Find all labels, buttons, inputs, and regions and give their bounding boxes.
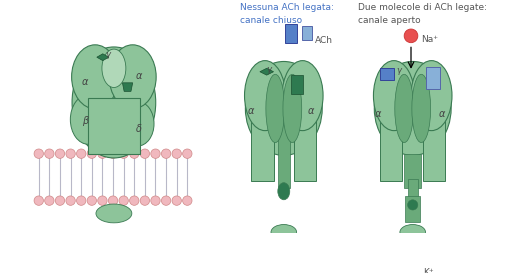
Circle shape xyxy=(98,196,107,205)
Bar xyxy=(427,67,440,89)
Ellipse shape xyxy=(373,61,414,130)
Ellipse shape xyxy=(245,61,286,130)
Ellipse shape xyxy=(122,102,154,146)
Bar xyxy=(278,107,290,188)
Text: α: α xyxy=(82,77,88,87)
Circle shape xyxy=(129,149,139,158)
Circle shape xyxy=(87,149,96,158)
Text: β: β xyxy=(82,116,88,126)
Ellipse shape xyxy=(408,200,418,210)
Circle shape xyxy=(406,266,420,273)
Bar xyxy=(408,179,418,205)
Ellipse shape xyxy=(72,47,156,158)
Ellipse shape xyxy=(282,61,323,130)
Circle shape xyxy=(98,149,107,158)
Ellipse shape xyxy=(278,183,290,200)
Circle shape xyxy=(404,29,418,43)
Text: Na⁺: Na⁺ xyxy=(421,35,438,44)
Circle shape xyxy=(76,149,86,158)
Circle shape xyxy=(161,149,171,158)
Ellipse shape xyxy=(411,61,452,130)
Circle shape xyxy=(45,149,54,158)
Polygon shape xyxy=(260,68,274,75)
Circle shape xyxy=(172,196,181,205)
Bar xyxy=(404,154,421,188)
Circle shape xyxy=(151,149,160,158)
Text: α: α xyxy=(438,109,444,119)
Bar xyxy=(423,108,445,181)
Circle shape xyxy=(129,196,139,205)
Text: δ: δ xyxy=(136,124,142,134)
Ellipse shape xyxy=(375,61,451,155)
Circle shape xyxy=(119,149,128,158)
Bar xyxy=(88,98,139,154)
Ellipse shape xyxy=(271,224,297,240)
Text: α: α xyxy=(375,109,381,119)
Polygon shape xyxy=(97,54,109,61)
Ellipse shape xyxy=(102,49,126,88)
Ellipse shape xyxy=(266,74,285,143)
Bar xyxy=(294,108,316,181)
Circle shape xyxy=(66,149,75,158)
Circle shape xyxy=(87,196,96,205)
Circle shape xyxy=(161,196,171,205)
Bar xyxy=(380,68,394,80)
Bar xyxy=(405,196,420,222)
Ellipse shape xyxy=(283,74,302,143)
Text: Due molecole di ACh legate:
canale aperto: Due molecole di ACh legate: canale apert… xyxy=(358,4,487,25)
Bar xyxy=(302,26,312,40)
Text: γ: γ xyxy=(267,65,272,74)
Circle shape xyxy=(140,196,149,205)
Circle shape xyxy=(183,196,192,205)
Circle shape xyxy=(34,149,44,158)
Circle shape xyxy=(55,196,65,205)
Circle shape xyxy=(76,196,86,205)
Circle shape xyxy=(183,149,192,158)
Circle shape xyxy=(66,196,75,205)
Text: α: α xyxy=(135,72,141,81)
Ellipse shape xyxy=(395,74,413,143)
Circle shape xyxy=(45,196,54,205)
Ellipse shape xyxy=(96,204,132,223)
Ellipse shape xyxy=(245,61,322,155)
Text: α: α xyxy=(308,106,314,116)
Circle shape xyxy=(108,196,118,205)
Bar xyxy=(251,108,274,181)
Circle shape xyxy=(140,149,149,158)
Ellipse shape xyxy=(412,74,431,143)
Circle shape xyxy=(108,149,118,158)
Circle shape xyxy=(34,196,44,205)
Text: K⁺: K⁺ xyxy=(423,268,433,273)
Ellipse shape xyxy=(400,224,426,240)
Circle shape xyxy=(119,196,128,205)
Ellipse shape xyxy=(70,95,106,144)
Bar xyxy=(380,108,402,181)
Circle shape xyxy=(151,196,160,205)
Text: α: α xyxy=(248,106,254,116)
Circle shape xyxy=(172,149,181,158)
Circle shape xyxy=(55,149,65,158)
Text: Nessuna ACh legata:
canale chiuso: Nessuna ACh legata: canale chiuso xyxy=(240,4,334,25)
Text: γ: γ xyxy=(105,50,110,59)
Ellipse shape xyxy=(109,45,156,109)
Bar xyxy=(285,24,297,43)
Ellipse shape xyxy=(72,45,118,109)
Text: ACh: ACh xyxy=(316,36,333,45)
Text: γ: γ xyxy=(397,66,401,75)
Bar xyxy=(291,75,302,94)
Polygon shape xyxy=(123,83,133,91)
